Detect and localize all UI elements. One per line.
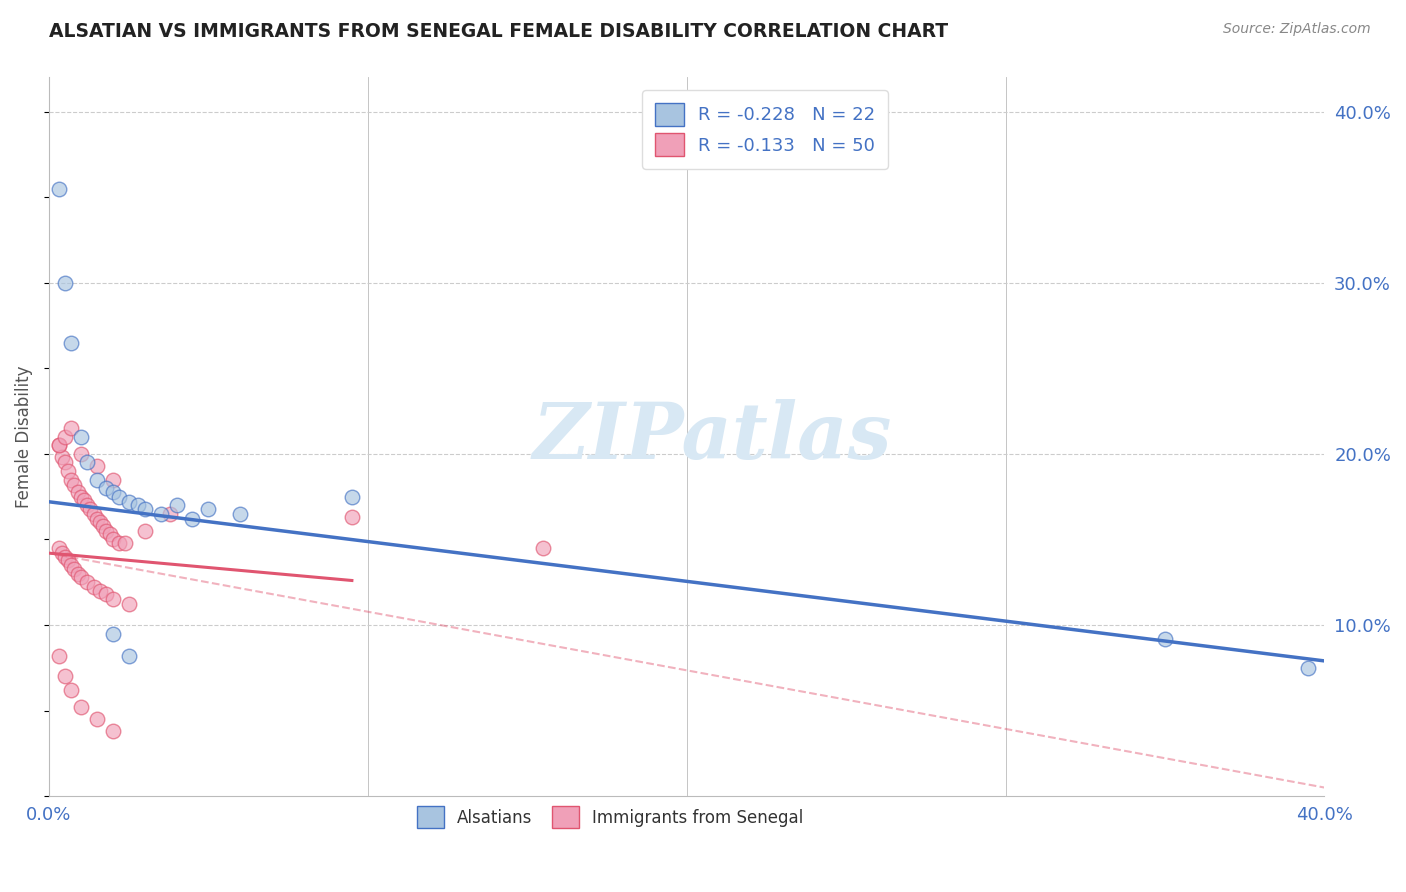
Point bbox=[96, 587, 118, 601]
Point bbox=[86, 712, 108, 726]
Point bbox=[70, 570, 93, 584]
Point bbox=[51, 546, 73, 560]
Point bbox=[53, 430, 76, 444]
Point bbox=[96, 481, 118, 495]
Point bbox=[1154, 632, 1177, 646]
Point bbox=[60, 558, 83, 573]
Point bbox=[48, 541, 70, 555]
Point bbox=[98, 527, 121, 541]
Point bbox=[48, 438, 70, 452]
Point bbox=[118, 495, 141, 509]
Point bbox=[76, 455, 98, 469]
Point bbox=[166, 498, 188, 512]
Point bbox=[118, 598, 141, 612]
Text: ZIPatlas: ZIPatlas bbox=[533, 399, 891, 475]
Point bbox=[134, 524, 156, 538]
Point bbox=[51, 450, 73, 465]
Point bbox=[101, 724, 124, 739]
Point bbox=[89, 583, 111, 598]
Y-axis label: Female Disability: Female Disability bbox=[15, 366, 32, 508]
Point bbox=[1298, 661, 1320, 675]
Point bbox=[149, 507, 172, 521]
Point bbox=[96, 524, 118, 538]
Point bbox=[101, 533, 124, 547]
Point bbox=[159, 507, 181, 521]
Point bbox=[60, 473, 83, 487]
Point bbox=[53, 276, 76, 290]
Point bbox=[48, 182, 70, 196]
Point bbox=[60, 683, 83, 698]
Point bbox=[89, 516, 111, 530]
Point bbox=[91, 518, 114, 533]
Point bbox=[63, 477, 86, 491]
Point bbox=[118, 648, 141, 663]
Point bbox=[73, 493, 96, 508]
Point bbox=[127, 498, 149, 512]
Point bbox=[86, 458, 108, 473]
Point bbox=[56, 464, 79, 478]
Point bbox=[229, 507, 252, 521]
Point bbox=[63, 561, 86, 575]
Point bbox=[53, 549, 76, 564]
Legend: Alsatians, Immigrants from Senegal: Alsatians, Immigrants from Senegal bbox=[411, 800, 810, 835]
Point bbox=[340, 510, 363, 524]
Point bbox=[53, 669, 76, 683]
Point bbox=[70, 490, 93, 504]
Point bbox=[48, 438, 70, 452]
Point bbox=[86, 512, 108, 526]
Point bbox=[70, 700, 93, 714]
Point bbox=[53, 455, 76, 469]
Point bbox=[108, 536, 131, 550]
Point bbox=[197, 501, 219, 516]
Point bbox=[101, 626, 124, 640]
Point bbox=[83, 507, 105, 521]
Point bbox=[114, 536, 136, 550]
Point bbox=[60, 335, 83, 350]
Text: Source: ZipAtlas.com: Source: ZipAtlas.com bbox=[1223, 22, 1371, 37]
Point bbox=[70, 447, 93, 461]
Point bbox=[56, 553, 79, 567]
Point bbox=[531, 541, 554, 555]
Text: ALSATIAN VS IMMIGRANTS FROM SENEGAL FEMALE DISABILITY CORRELATION CHART: ALSATIAN VS IMMIGRANTS FROM SENEGAL FEMA… bbox=[49, 22, 948, 41]
Point bbox=[76, 575, 98, 590]
Point bbox=[48, 648, 70, 663]
Point bbox=[86, 473, 108, 487]
Point bbox=[60, 421, 83, 435]
Point bbox=[66, 484, 89, 499]
Point bbox=[66, 566, 89, 581]
Point bbox=[340, 490, 363, 504]
Point bbox=[83, 580, 105, 594]
Point bbox=[101, 592, 124, 607]
Point bbox=[108, 490, 131, 504]
Point bbox=[134, 501, 156, 516]
Point bbox=[181, 512, 204, 526]
Point bbox=[101, 473, 124, 487]
Point bbox=[70, 430, 93, 444]
Point bbox=[101, 484, 124, 499]
Point bbox=[79, 501, 101, 516]
Point bbox=[76, 498, 98, 512]
